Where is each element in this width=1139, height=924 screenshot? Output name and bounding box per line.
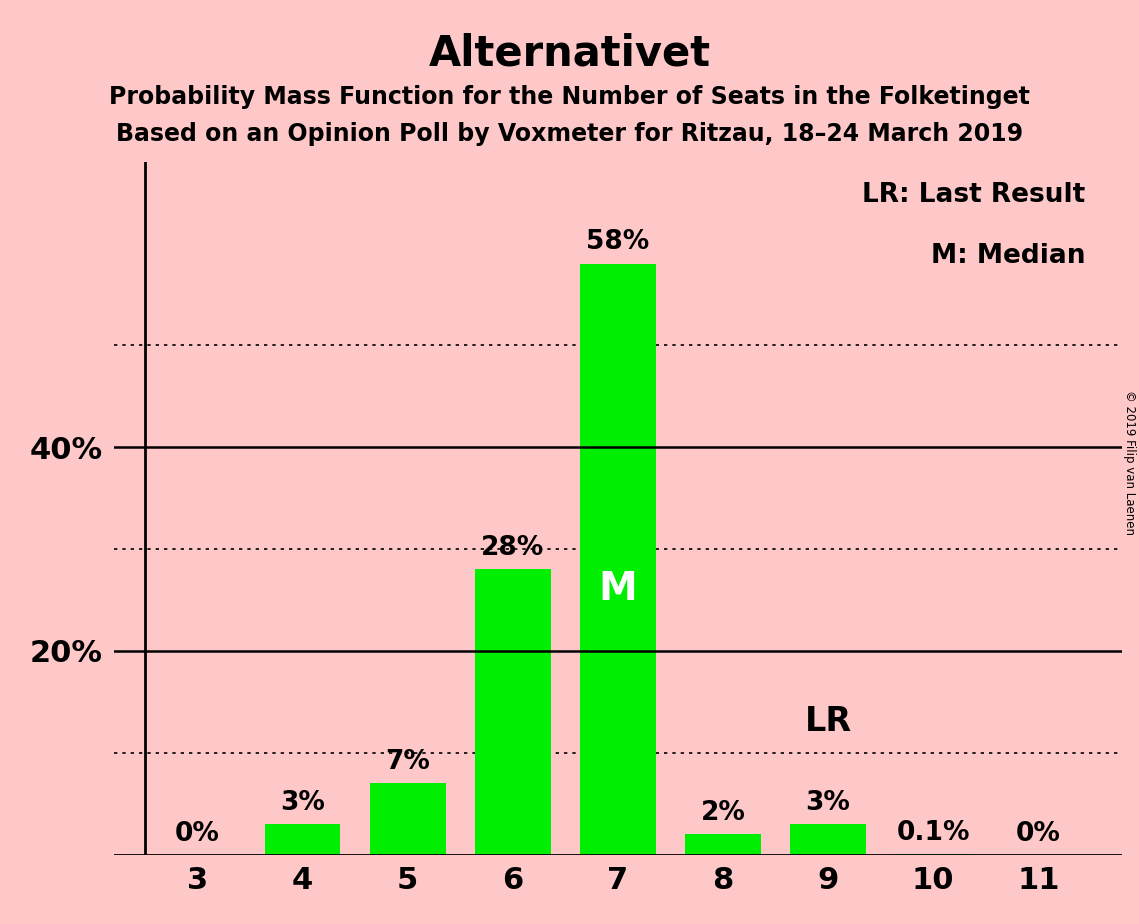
- Text: LR: LR: [804, 704, 852, 737]
- Bar: [790, 824, 866, 855]
- Text: 58%: 58%: [587, 229, 649, 255]
- Text: 28%: 28%: [481, 535, 544, 561]
- Text: Probability Mass Function for the Number of Seats in the Folketinget: Probability Mass Function for the Number…: [109, 85, 1030, 109]
- Bar: [580, 263, 656, 855]
- Text: M: M: [598, 570, 638, 608]
- Bar: [475, 569, 550, 855]
- Text: 2%: 2%: [700, 800, 745, 826]
- Text: © 2019 Filip van Laenen: © 2019 Filip van Laenen: [1123, 390, 1137, 534]
- Bar: [895, 854, 972, 855]
- Text: M: Median: M: Median: [931, 243, 1085, 269]
- Text: Based on an Opinion Poll by Voxmeter for Ritzau, 18–24 March 2019: Based on an Opinion Poll by Voxmeter for…: [116, 122, 1023, 146]
- Bar: [686, 834, 761, 855]
- Text: LR: Last Result: LR: Last Result: [862, 182, 1085, 208]
- Text: 0.1%: 0.1%: [896, 820, 970, 845]
- Text: 0%: 0%: [175, 821, 220, 846]
- Text: 7%: 7%: [385, 749, 431, 775]
- Text: Alternativet: Alternativet: [428, 32, 711, 74]
- Bar: [370, 784, 445, 855]
- Text: 0%: 0%: [1016, 821, 1060, 846]
- Text: 3%: 3%: [280, 790, 325, 816]
- Bar: [264, 824, 341, 855]
- Text: 3%: 3%: [805, 790, 851, 816]
